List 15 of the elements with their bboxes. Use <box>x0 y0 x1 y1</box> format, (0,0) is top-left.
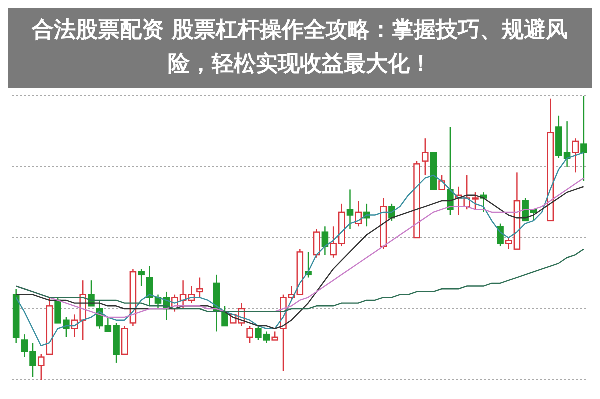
candlestick <box>38 354 45 380</box>
candlestick <box>355 200 362 228</box>
candlestick <box>196 277 204 298</box>
chart-title: 合法股票配资 股票杠杆操作全攻略：掌握技巧、规避风险，轻松实现收益最大化！ <box>8 8 592 88</box>
candlestick <box>346 189 354 230</box>
candlestick <box>497 223 504 248</box>
candlestick <box>138 268 145 287</box>
candlestick <box>222 306 228 327</box>
candlestick <box>572 138 580 174</box>
candlestick <box>322 226 329 256</box>
candlestick <box>246 325 254 344</box>
candlestick <box>438 174 446 190</box>
candlestick <box>313 228 320 258</box>
candlestick <box>580 96 588 182</box>
candlestick <box>422 138 429 176</box>
